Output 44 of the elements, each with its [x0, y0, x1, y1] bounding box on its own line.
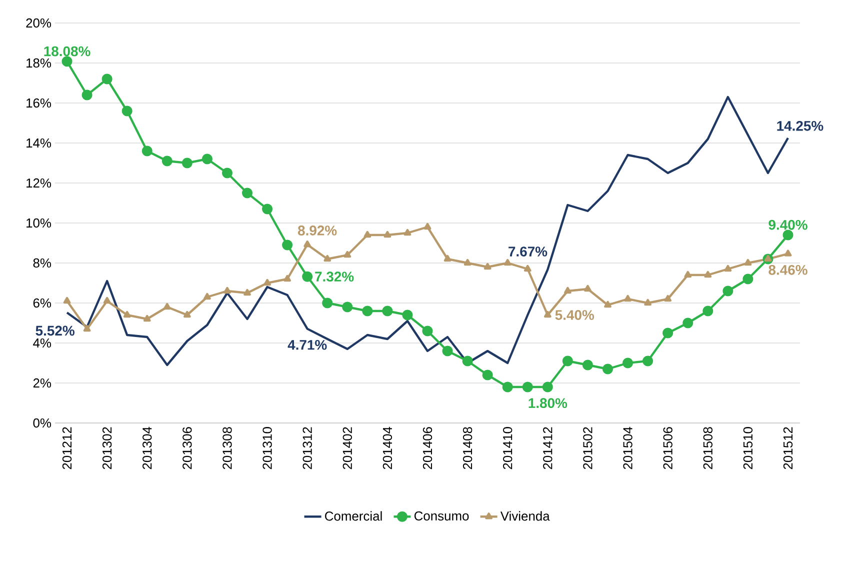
x-tick-label: 201406	[422, 427, 432, 470]
data-label: 8.46%	[768, 264, 808, 275]
data-label: 5.40%	[555, 310, 594, 320]
x-tick-label: 201302	[102, 427, 112, 470]
x-tick-label: 201308	[222, 427, 232, 470]
data-label: 4.71%	[288, 340, 327, 350]
x-tick-label: 201212	[62, 427, 72, 470]
y-tick-label: 20%	[26, 18, 52, 28]
y-tick-label: 12%	[26, 178, 52, 188]
y-tick-label: 2%	[33, 378, 52, 388]
data-label: 8.92%	[298, 226, 337, 236]
data-label: 9.40%	[768, 220, 808, 230]
legend-label: Comercial	[325, 511, 382, 521]
y-tick-label: 6%	[33, 298, 52, 308]
x-tick-label: 201510	[743, 427, 753, 470]
y-tick-label: 10%	[26, 218, 52, 228]
x-tick-label: 201508	[703, 427, 712, 470]
y-tick-label: 14%	[26, 138, 52, 148]
x-tick-label: 201502	[583, 427, 592, 470]
y-tick-label: 8%	[33, 258, 52, 268]
y-tick-label: 4%	[33, 338, 52, 348]
data-label: 7.67%	[508, 246, 548, 256]
x-tick-label: 201506	[663, 427, 672, 470]
x-tick-label: 201512	[783, 427, 793, 470]
x-tick-label: 201312	[302, 427, 312, 470]
x-tick-label: 201408	[462, 427, 472, 470]
data-label: 5.52%	[36, 326, 74, 336]
data-label: 18.08%	[44, 46, 90, 56]
x-tick-label: 201304	[142, 426, 152, 470]
x-tick-label: 201310	[262, 427, 272, 470]
x-tick-label: 201504	[623, 426, 632, 470]
x-tick-label: 201404	[382, 426, 392, 470]
legend-label: Consumo	[414, 511, 469, 521]
data-label: 7.32%	[315, 272, 354, 282]
y-tick-label: 18%	[26, 58, 52, 68]
x-tick-label: 201412	[543, 427, 552, 470]
y-tick-label: 0%	[33, 418, 52, 428]
x-tick-label: 201410	[503, 427, 512, 470]
data-label: 1.80%	[528, 398, 568, 408]
legend-label: Vivienda	[500, 511, 550, 521]
x-tick-label: 201306	[182, 427, 192, 470]
data-label: 14.25%	[777, 120, 824, 131]
x-tick-label: 201402	[342, 427, 352, 470]
y-tick-label: 16%	[26, 98, 52, 108]
